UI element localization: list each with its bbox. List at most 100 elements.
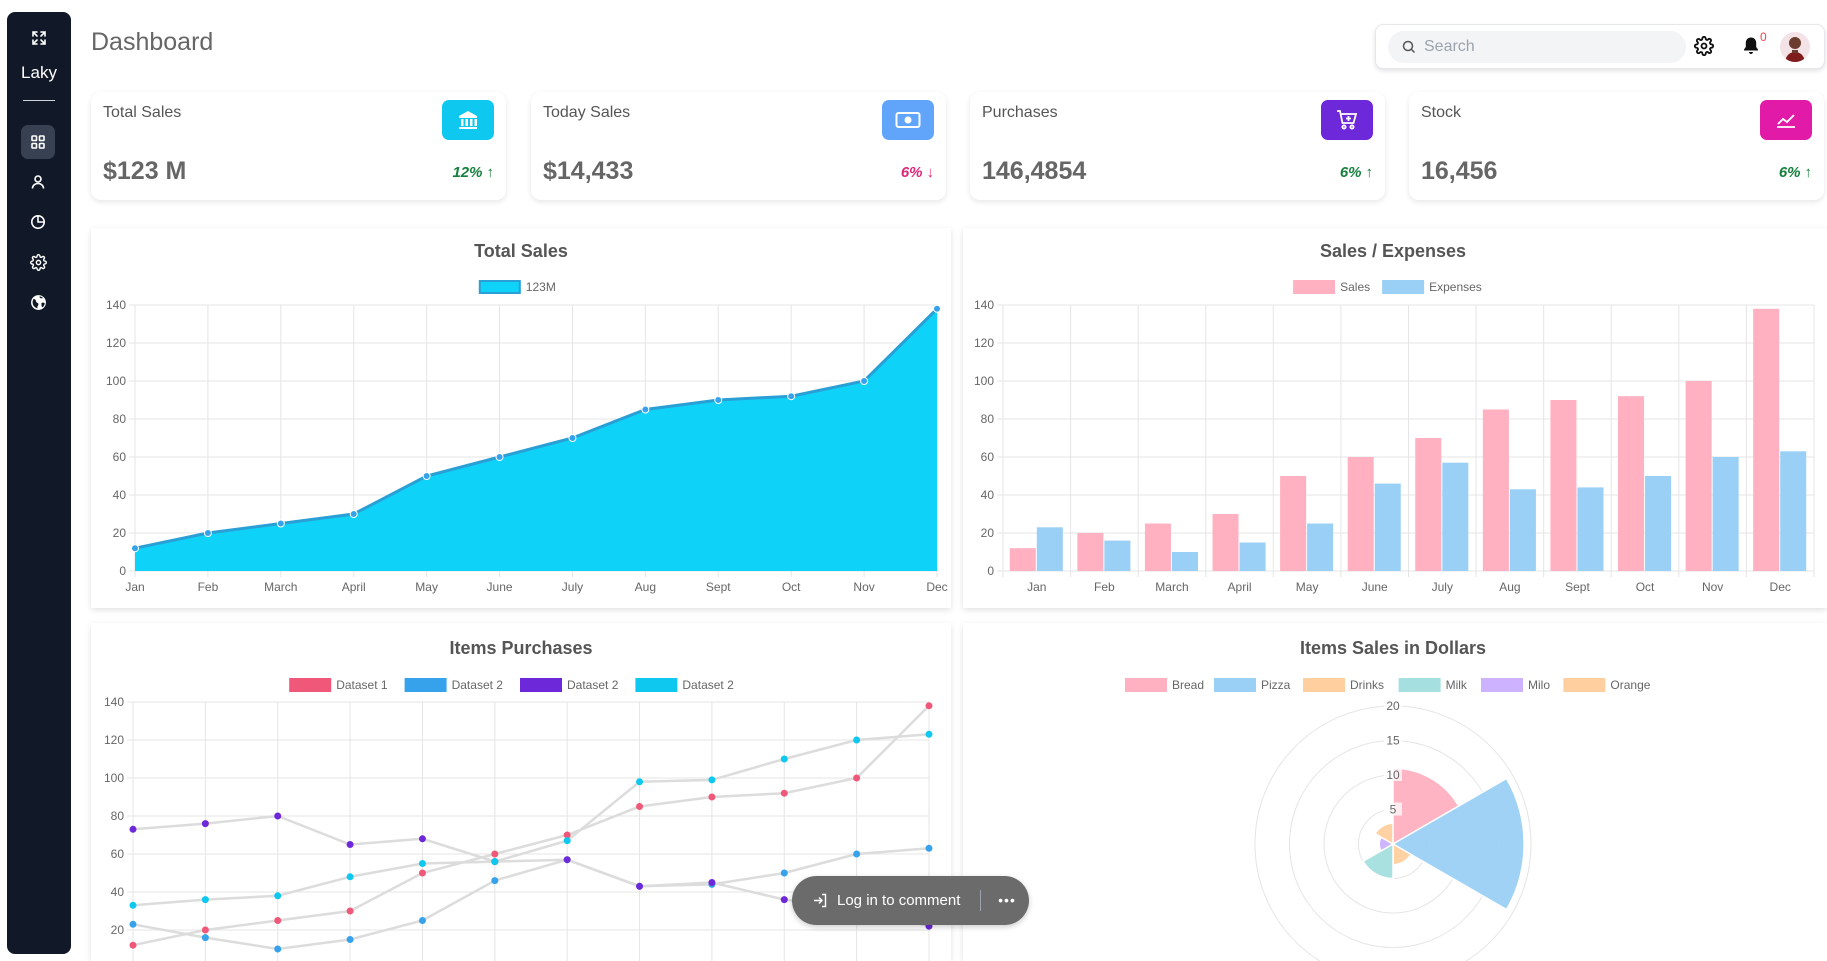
polar-slice-orange — [1374, 822, 1394, 846]
x-tick-label: May — [415, 580, 438, 594]
data-point — [491, 877, 499, 885]
stat-card-stock: Stock 16,456 6% ↑ — [1409, 92, 1824, 200]
series-line — [132, 704, 930, 947]
y-tick-label: 80 — [113, 412, 127, 426]
sidebar-divider — [23, 100, 55, 101]
data-point — [495, 453, 504, 461]
sidebar-item-reports[interactable] — [21, 205, 55, 239]
legend-swatch — [1398, 678, 1441, 692]
sidebar-item-globe[interactable] — [21, 285, 55, 319]
data-point — [201, 820, 209, 828]
stat-change: 6% ↑ — [1339, 164, 1373, 181]
data-point — [129, 920, 137, 928]
data-point — [780, 896, 788, 904]
expand-icon[interactable] — [7, 26, 71, 50]
r-tick-label: 15 — [1386, 734, 1400, 748]
sidebar-item-users[interactable] — [21, 165, 55, 199]
comment-bar: Log in to comment ••• — [792, 876, 1029, 925]
y-tick-label: 60 — [981, 450, 995, 464]
x-tick-label: Sept — [706, 580, 731, 594]
x-tick-label: April — [342, 580, 366, 594]
stat-title: Purchases — [982, 104, 1058, 121]
bar-expenses — [1577, 487, 1604, 571]
data-point — [422, 472, 431, 480]
bar-expenses — [1104, 540, 1131, 571]
y-tick-label: 140 — [974, 298, 994, 312]
data-point — [563, 856, 571, 864]
data-point — [636, 803, 644, 810]
divider — [980, 890, 981, 911]
avatar[interactable] — [1780, 32, 1810, 62]
login-to-comment-button[interactable]: Log in to comment — [812, 892, 960, 909]
top-bar: 0 — [1375, 24, 1825, 69]
data-point — [925, 844, 933, 852]
bell-icon[interactable] — [1742, 36, 1760, 61]
bar-expenses — [1509, 489, 1536, 571]
pie-chart-icon — [31, 215, 45, 229]
data-point — [933, 304, 941, 313]
x-tick-label: Jan — [125, 580, 144, 594]
globe-icon — [30, 294, 46, 310]
data-point — [853, 850, 861, 858]
legend-swatch — [1125, 678, 1167, 692]
data-point — [491, 850, 499, 858]
x-tick-label: Sept — [1565, 580, 1590, 594]
data-point — [346, 873, 354, 881]
x-tick-label: Aug — [1499, 580, 1520, 594]
search-input[interactable] — [1424, 35, 1674, 59]
bar-expenses — [1442, 462, 1469, 571]
tick-backdrop — [1384, 768, 1402, 781]
search-box — [1388, 31, 1686, 63]
x-tick-label: July — [1432, 580, 1453, 594]
data-point — [925, 730, 933, 738]
data-point — [636, 778, 644, 786]
legend-swatch — [1293, 280, 1336, 294]
legend-swatch — [1303, 678, 1345, 692]
legend-swatch — [1214, 678, 1256, 692]
x-tick-label: Dec — [926, 580, 947, 594]
data-point — [568, 434, 577, 442]
more-options-button[interactable]: ••• — [998, 892, 1016, 908]
x-tick-label: May — [1296, 580, 1319, 594]
x-tick-label: Feb — [1094, 580, 1115, 594]
legend-label: Milo — [1528, 678, 1550, 692]
sidebar-item-settings[interactable] — [21, 245, 55, 279]
data-point — [563, 837, 571, 845]
sidebar: Laky — [7, 12, 71, 954]
data-point — [274, 892, 282, 900]
stat-value: $14,433 — [543, 157, 634, 185]
stat-card-total-sales: Total Sales $123 M 12% ↑ — [91, 92, 506, 200]
legend-label: Expenses — [1429, 280, 1482, 294]
data-point — [346, 907, 354, 915]
stat-title: Stock — [1421, 104, 1462, 121]
bar-sales — [1482, 409, 1509, 571]
notification-badge: 0 — [1760, 30, 1767, 44]
x-tick-label: July — [562, 580, 583, 594]
legend-swatch — [520, 678, 562, 692]
money-icon — [882, 100, 934, 140]
x-tick-label: Nov — [853, 580, 874, 594]
x-tick-label: March — [1155, 580, 1188, 594]
legend-label: Pizza — [1261, 678, 1291, 692]
x-tick-label: Aug — [635, 580, 656, 594]
bar-sales — [1685, 381, 1712, 571]
data-point — [129, 825, 137, 833]
sidebar-item-dashboard[interactable] — [21, 125, 55, 159]
legend-label: Dataset 1 — [336, 678, 388, 692]
legend-swatch — [1382, 280, 1425, 294]
data-point — [346, 841, 354, 848]
stat-value: 146,4854 — [982, 157, 1087, 185]
data-point — [274, 812, 282, 820]
data-point — [129, 941, 137, 949]
settings-gear-icon[interactable] — [1693, 35, 1715, 61]
bar-sales — [1009, 548, 1036, 571]
y-tick-label: 80 — [111, 809, 125, 823]
tick-backdrop — [1384, 733, 1402, 747]
data-point — [563, 831, 571, 839]
bar-expenses — [1307, 523, 1334, 571]
x-tick-label: June — [1362, 580, 1388, 594]
r-tick-label: 5 — [1390, 803, 1397, 817]
bar-sales — [1618, 396, 1645, 571]
chart-title: Total Sales — [474, 241, 568, 261]
x-tick-label: Feb — [198, 580, 219, 594]
